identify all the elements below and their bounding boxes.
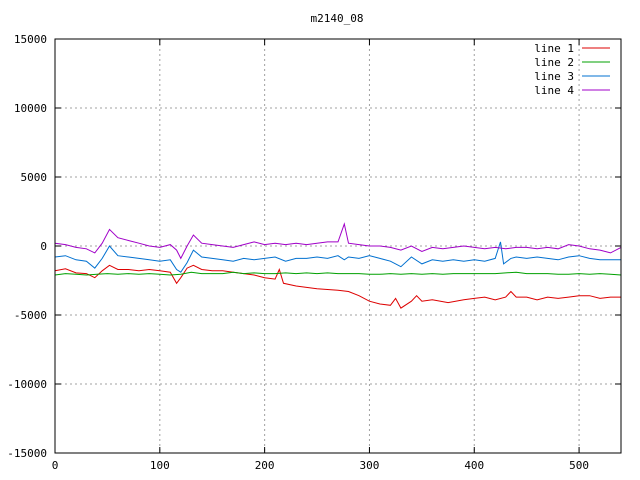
y-tick-label: 5000 [21, 171, 48, 184]
chart-title: m2140_08 [311, 12, 364, 25]
legend-label: line 1 [534, 42, 574, 55]
x-tick-label: 200 [255, 459, 275, 472]
series-lines [54, 222, 622, 309]
legend-label: line 2 [534, 56, 574, 69]
y-tick-label: 15000 [14, 33, 47, 46]
x-tick-label: 100 [150, 459, 170, 472]
y-tick-label: -15000 [7, 447, 47, 460]
series-line-3 [54, 241, 621, 273]
y-tick-label: -5000 [14, 309, 47, 322]
series-line-1 [54, 264, 621, 309]
legend-label: line 4 [534, 84, 574, 97]
y-tick-label: -10000 [7, 378, 47, 391]
y-tick-label: 10000 [14, 102, 47, 115]
x-tick-label: 300 [360, 459, 380, 472]
x-tick-label: 0 [52, 459, 59, 472]
axis-ticks: 0 100 200 300 400 500 -15000 -10000 -5000 0 5000 10… [7, 33, 621, 472]
y-tick-label: 0 [40, 240, 47, 253]
series-line-4 [54, 222, 622, 260]
grid-lines [55, 39, 621, 453]
series-line-2 [54, 271, 622, 276]
x-tick-label: 500 [569, 459, 589, 472]
legend-label: line 3 [534, 70, 574, 83]
x-tick-label: 400 [464, 459, 484, 472]
